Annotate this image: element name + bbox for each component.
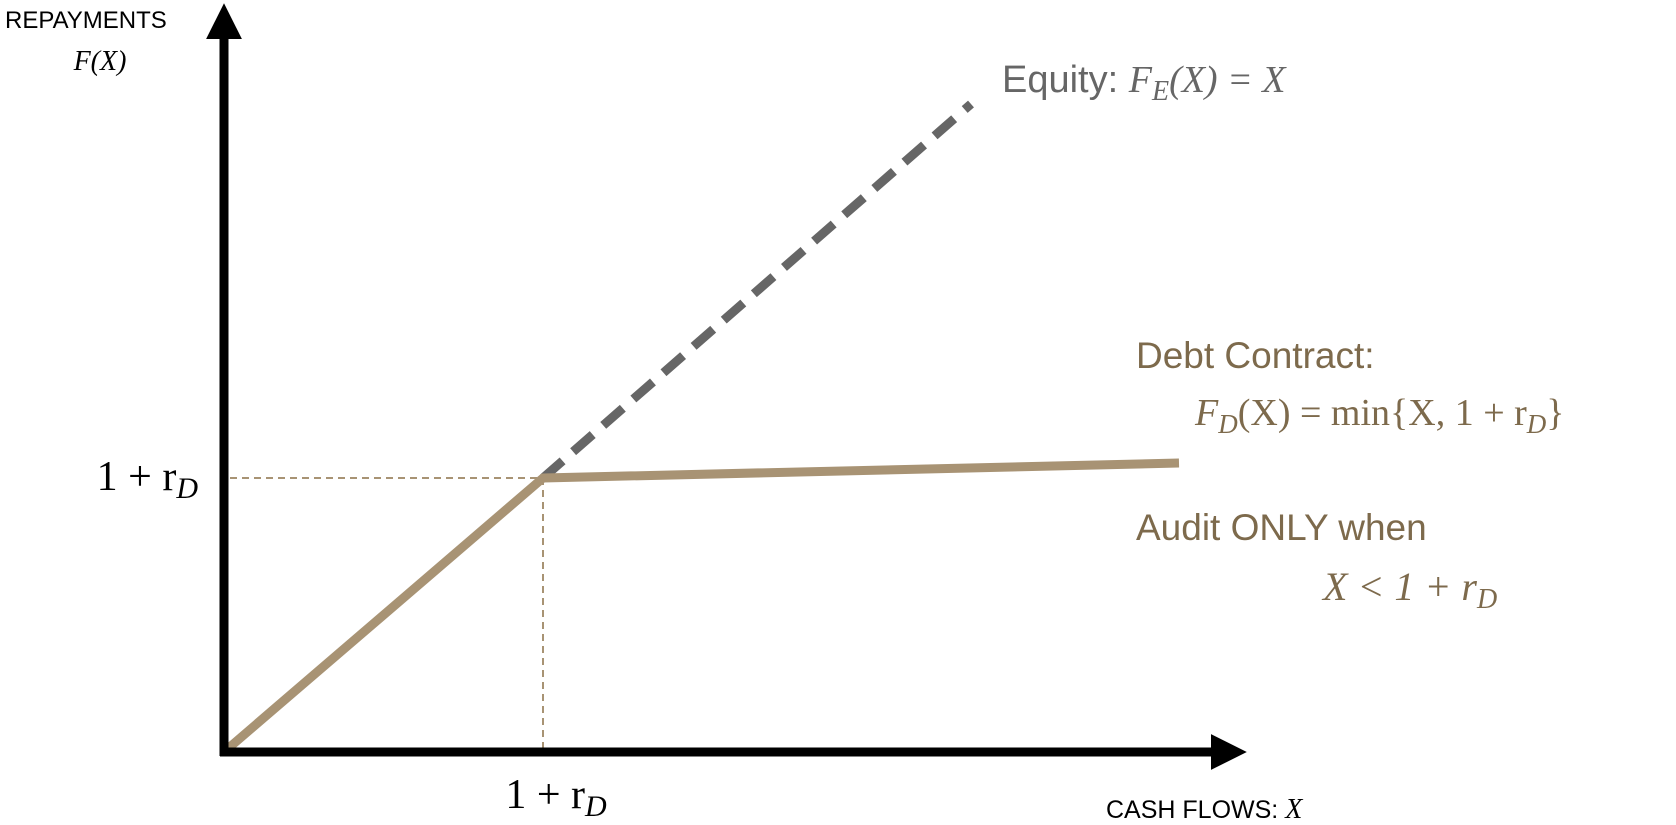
condition: X < 1 + r <box>1321 564 1477 609</box>
tick-base: 1 + r <box>505 772 585 818</box>
equity-line <box>540 100 974 482</box>
debt-line <box>221 458 1180 756</box>
y-axis-title: REPAYMENTS <box>5 7 167 34</box>
debt-label: Debt Contract: <box>1136 335 1375 376</box>
tick-sub: D <box>175 472 198 505</box>
x-axis-title: CASH FLOWS: X <box>1106 794 1303 825</box>
y-axis-variable: F(X) <box>73 46 127 77</box>
formula-sub: D <box>1217 409 1238 439</box>
formula: F <box>1128 59 1153 101</box>
audit-label: Audit ONLY when <box>1136 507 1427 548</box>
variable: X <box>1284 794 1303 825</box>
formula-sub: E <box>1151 76 1169 107</box>
formula: F <box>1194 392 1219 434</box>
formula: (X) = X <box>1169 59 1287 101</box>
tick-base: 1 + r <box>97 454 177 500</box>
audit-condition: X < 1 + rD <box>1321 564 1497 615</box>
formula: } <box>1546 392 1564 434</box>
debt-formula: FD(X) = min{X, 1 + rD} <box>1194 392 1565 439</box>
label: Equity: <box>1002 59 1129 101</box>
x-tick-label: 1 + rD <box>505 772 607 823</box>
title: CASH FLOWS: <box>1106 796 1285 824</box>
formula: (X) = min{X, 1 + r <box>1238 392 1527 434</box>
y-tick-label: 1 + rD <box>97 454 199 505</box>
tick-sub: D <box>584 790 607 823</box>
equity-label: Equity: FE(X) = X <box>1002 59 1287 107</box>
formula-sub: D <box>1526 409 1547 439</box>
condition-sub: D <box>1476 584 1497 615</box>
